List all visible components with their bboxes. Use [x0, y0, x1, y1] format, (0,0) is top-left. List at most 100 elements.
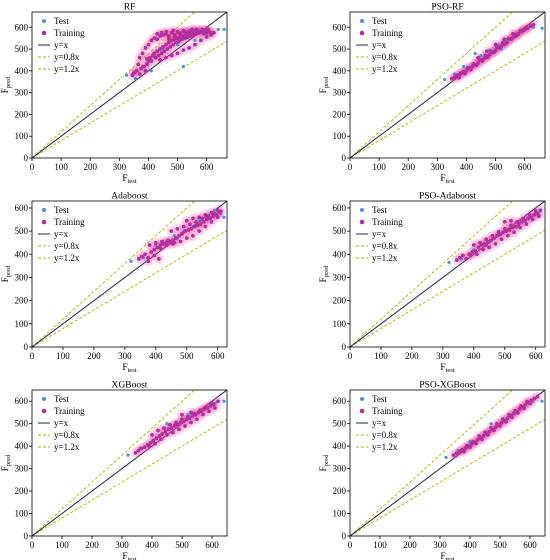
y-tick-label: 400 [15, 441, 29, 451]
training-point [505, 416, 510, 421]
training-point [459, 448, 463, 453]
y-axis-label: Fpred [319, 265, 330, 283]
training-point [169, 426, 174, 431]
training-point [511, 411, 516, 416]
training-point [163, 42, 168, 47]
y-tick-label: 500 [15, 419, 29, 429]
training-point [465, 65, 470, 70]
legend-y12-label: y=1.2x [372, 442, 398, 452]
training-point [502, 226, 507, 231]
training-point [145, 62, 149, 67]
x-tick-label: 100 [373, 540, 387, 550]
training-point [484, 237, 489, 242]
training-point [461, 253, 465, 258]
test-point [540, 399, 544, 403]
training-point [136, 448, 141, 453]
line-y-1.2x [350, 201, 514, 347]
training-point [180, 412, 184, 417]
line-y-0.8x [32, 418, 227, 536]
line-y-0.8x [350, 229, 545, 347]
x-tick-label: 600 [211, 351, 225, 361]
panel-4: 0 100 200 300 400 500 600 0 100 200 300 400 500 600 PS… [319, 192, 546, 374]
training-point [155, 31, 160, 36]
training-point [168, 422, 172, 427]
x-tick-label: 200 [405, 351, 419, 361]
training-point [197, 215, 202, 220]
training-point [526, 216, 530, 221]
y-tick-label: 500 [15, 44, 29, 54]
x-tick-label: 500 [175, 540, 189, 550]
training-point [209, 210, 214, 215]
y-tick-label: 600 [333, 203, 347, 213]
panel-title: PSO-XGBoost [419, 381, 476, 391]
training-point [165, 47, 170, 51]
training-point [521, 28, 526, 33]
training-point [454, 73, 459, 78]
training-point [460, 70, 464, 75]
training-point [139, 446, 144, 451]
training-point [172, 35, 177, 39]
training-point [493, 42, 498, 47]
y-tick-label: 0 [24, 531, 29, 541]
training-point [140, 51, 145, 56]
training-point [195, 223, 200, 228]
line-y-1.2x [32, 12, 196, 158]
y-tick-label: 300 [15, 464, 29, 474]
training-point [148, 440, 153, 445]
line-y-0.8x [350, 40, 545, 158]
legend-training-label: Training [372, 28, 403, 38]
y-tick-label: 500 [15, 226, 29, 236]
x-axis-label: Ftest [440, 552, 455, 560]
training-point [509, 218, 513, 223]
y-tick-label: 200 [15, 486, 29, 496]
panel-title: Adaboost [111, 192, 148, 202]
test-point [222, 27, 226, 32]
legend-y12-label: y=1.2x [372, 64, 398, 74]
y-tick-label: 200 [15, 296, 29, 306]
plot-frame [31, 200, 228, 348]
training-point [492, 428, 496, 433]
training-point [156, 53, 161, 58]
x-tick-label: 500 [493, 540, 507, 550]
training-point [150, 433, 154, 437]
training-point [528, 24, 533, 29]
x-tick-label: 500 [180, 351, 194, 361]
x-tick-label: 0 [30, 162, 35, 172]
legend-test-marker [42, 208, 46, 212]
legend-y08-label: y=0.8x [54, 52, 80, 62]
test-point [444, 455, 448, 459]
x-tick-label: 500 [171, 162, 185, 172]
training-point [166, 427, 171, 432]
x-tick-label: 200 [85, 540, 99, 550]
x-tick-label: 400 [467, 351, 481, 361]
training-point [146, 259, 150, 264]
training-point [499, 237, 504, 242]
legend-y08-label: y=0.8x [372, 241, 398, 251]
legend-y08-label: y=0.8x [372, 430, 398, 440]
test-point [149, 69, 153, 73]
training-point [155, 245, 160, 250]
training-point [507, 228, 512, 232]
training-point [503, 41, 508, 46]
training-point [187, 46, 192, 50]
y-axis-label: Fpred [319, 454, 330, 472]
training-point [184, 218, 189, 223]
training-point [535, 394, 540, 399]
legend-training-label: Training [54, 217, 85, 227]
training-point [158, 58, 162, 62]
training-point [207, 409, 211, 414]
training-point [153, 240, 158, 245]
training-point [492, 50, 496, 55]
y-tick-label: 100 [15, 131, 29, 141]
training-point [191, 233, 195, 238]
training-point [181, 224, 186, 229]
training-point [476, 245, 481, 250]
x-tick-label: 100 [54, 162, 68, 172]
test-point [222, 215, 226, 219]
training-point [162, 426, 166, 431]
x-tick-label: 500 [498, 351, 512, 361]
training-point [471, 439, 475, 444]
training-point [189, 410, 193, 415]
training-point [194, 31, 199, 36]
training-point [483, 53, 488, 58]
